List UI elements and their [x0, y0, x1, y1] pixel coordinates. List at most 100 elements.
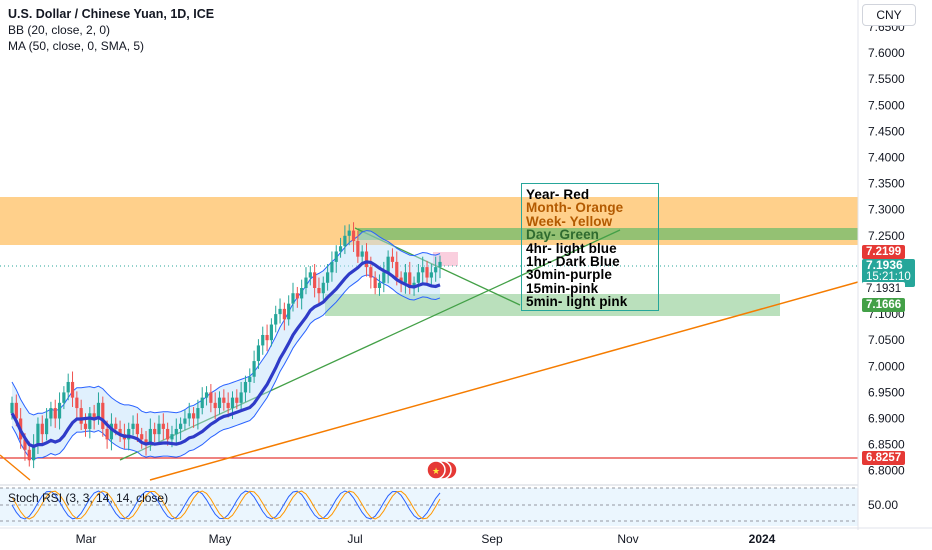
green-zone-upper — [358, 228, 858, 240]
candle-body — [27, 449, 31, 461]
candle-body — [230, 397, 235, 409]
candle-body — [351, 230, 356, 242]
legend-note-0: Year- Red — [526, 187, 590, 202]
candle-body — [334, 251, 338, 262]
candle-body — [127, 428, 131, 440]
y-tick-label: 7.6000 — [868, 46, 905, 60]
trendline-green-up — [119, 229, 621, 461]
y-tick-label: 6.8000 — [868, 464, 905, 478]
red-level-tag: 7.2199 — [862, 245, 906, 259]
candle-body — [369, 267, 373, 278]
candle-body — [291, 293, 295, 304]
candle-body — [49, 408, 53, 419]
legend-note-3: Day- Green — [526, 227, 600, 243]
x-tick-label: Nov — [617, 532, 638, 546]
legend-note-7: 15min-pink — [526, 280, 599, 296]
candle-body — [438, 261, 442, 268]
candle-body — [338, 246, 343, 252]
candle-body — [44, 418, 49, 435]
y-tick-label: 7.2500 — [868, 229, 905, 243]
last-price-value: 7.1936 — [866, 258, 903, 272]
candle-body — [377, 282, 382, 288]
y-tick-label: 7.0000 — [868, 359, 905, 373]
candle-body — [243, 381, 248, 393]
flag-icon[interactable]: ★ — [426, 460, 458, 480]
candle-body — [23, 439, 27, 450]
stoch-k-line — [11, 490, 441, 520]
candle-body — [70, 381, 75, 398]
candle-body — [144, 439, 148, 445]
candle-body — [321, 282, 325, 294]
candle-body — [403, 272, 408, 283]
candle-body — [269, 324, 273, 341]
moving-average-line — [10, 260, 441, 449]
green-zone-lower — [325, 294, 780, 316]
y-tick-label: 7.5500 — [868, 72, 905, 86]
candle-body — [53, 408, 57, 419]
candle-body — [248, 376, 252, 382]
candle-body — [131, 423, 135, 429]
currency-button[interactable]: CNY — [862, 4, 916, 26]
candle-body — [399, 277, 403, 283]
bb-indicator-label[interactable]: BB (20, close, 2, 0) — [8, 23, 111, 37]
y-tick-label: 7.4500 — [868, 124, 905, 138]
candle-body — [66, 381, 70, 393]
symbol-title[interactable]: U.S. Dollar / Chinese Yuan, 1D, ICE — [8, 7, 215, 21]
candle-body — [114, 423, 118, 429]
candle-body — [200, 397, 204, 409]
legend-note-6: 30min-purple — [526, 267, 612, 283]
legend-note-5: 1hr- Dark Blue — [526, 254, 620, 269]
candle-body — [282, 308, 286, 320]
candle-body — [179, 423, 183, 429]
candle-body — [425, 267, 429, 278]
candle-body — [196, 408, 200, 419]
bb-lower — [11, 274, 441, 460]
candle-body — [300, 288, 304, 299]
candle-body — [118, 428, 122, 435]
x-tick-label: Sep — [481, 532, 503, 546]
candle-body — [92, 413, 96, 419]
candle-body — [356, 241, 360, 257]
candle-body — [213, 402, 217, 409]
x-tick-label: Jul — [347, 532, 362, 546]
countdown-value: 15:21:10 — [866, 271, 911, 283]
bb-fill — [12, 230, 440, 460]
bb-upper — [11, 230, 441, 416]
time-axis[interactable]: Mar May Jul Sep Nov 2024 — [76, 532, 776, 546]
chart-header: U.S. Dollar / Chinese Yuan, 1D, ICE BB (… — [8, 6, 214, 54]
candle-body — [239, 392, 243, 403]
candle-body — [83, 423, 88, 429]
legend-note-1: Month- Orange — [526, 200, 624, 216]
candle-body — [191, 413, 196, 419]
stoch-rsi-label[interactable]: Stoch RSI (3, 3, 14, 14, close) — [8, 491, 169, 505]
candle-body — [287, 303, 291, 320]
candle-body — [14, 402, 18, 419]
candle-body — [88, 413, 92, 429]
y-tick-label: 7.4000 — [868, 151, 905, 165]
candle-body — [57, 402, 62, 419]
candle-body — [174, 428, 178, 435]
candle-body — [217, 397, 222, 409]
candle-body — [347, 230, 351, 236]
candle-body — [360, 251, 364, 257]
ma-indicator-label[interactable]: MA (50, close, 0, SMA, 5) — [8, 39, 145, 53]
legend-note-box[interactable]: Year- Red Month- Orange Week- Yellow Day- G… — [521, 183, 659, 311]
candle-body — [209, 392, 213, 403]
candle-body — [261, 334, 265, 346]
candle-body — [382, 272, 386, 283]
candle-body — [157, 423, 161, 435]
trendline-orange-left — [0, 454, 31, 481]
candle-body — [183, 418, 187, 424]
candle-body — [101, 402, 105, 429]
candle-body — [32, 444, 36, 461]
candlesticks — [10, 222, 442, 469]
candle-body — [40, 423, 44, 435]
candle-body — [79, 408, 83, 424]
candle-body — [140, 434, 144, 440]
candle-body — [36, 423, 40, 445]
y-tick-label: 7.5000 — [868, 98, 905, 112]
x-tick-label: Mar — [76, 532, 97, 546]
candle-body — [364, 251, 369, 268]
candle-body — [325, 272, 330, 283]
